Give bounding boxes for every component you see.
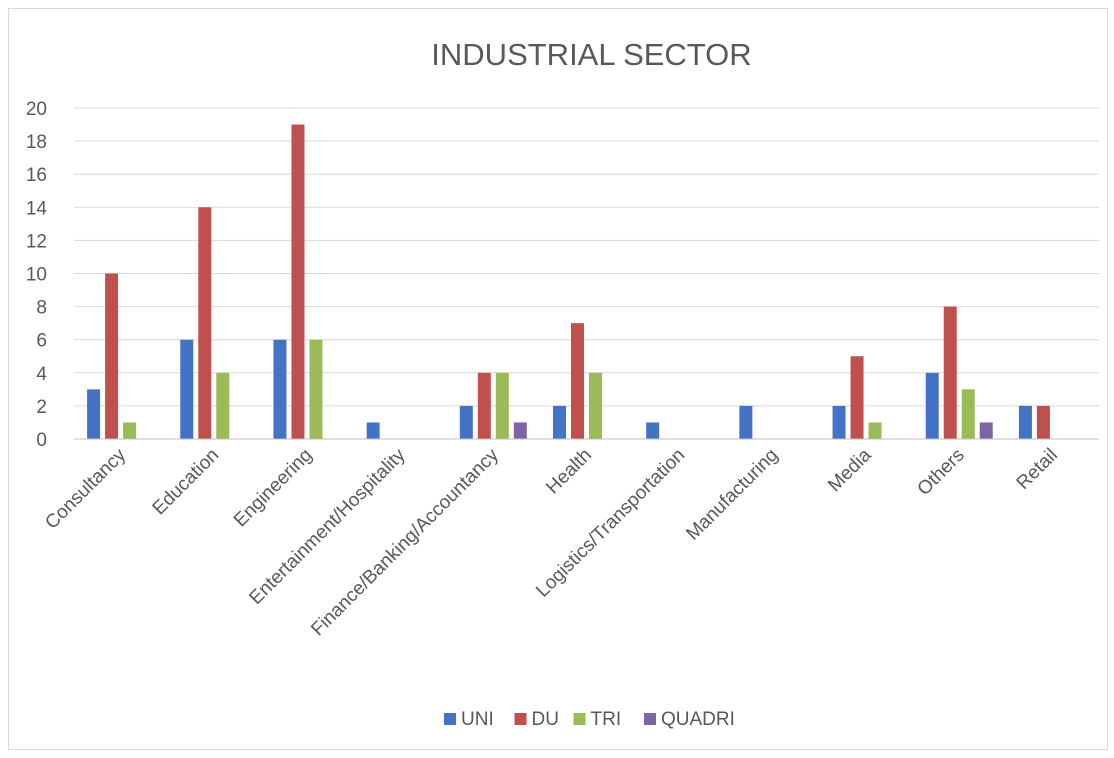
x-tick-label: Media [824, 444, 876, 496]
bar-du [198, 207, 212, 439]
legend-swatch-uni [444, 713, 456, 725]
bar-tri [868, 422, 882, 439]
y-tick-label: 14 [26, 198, 48, 219]
x-tick-label: Finance/Banking/Accountancy [307, 444, 503, 640]
bar-uni [87, 389, 101, 439]
bar-du [1036, 405, 1050, 439]
bar-tri [495, 372, 509, 439]
bar-du [291, 124, 305, 440]
y-tick-label: 0 [36, 430, 47, 451]
x-tick-label: Education [149, 445, 224, 520]
y-tick-label: 12 [26, 231, 47, 252]
bar-tri [216, 372, 230, 439]
legend-label: DU [532, 709, 559, 730]
chart-area: INDUSTRIAL SECTOR 0 2 4 6 8 10 12 14 16 18 20 Cons… [8, 8, 1108, 750]
bar-uni [366, 422, 380, 439]
bar-tri [589, 372, 602, 439]
x-tick-label: Health [542, 445, 596, 499]
legend-swatch-quadri [644, 713, 656, 725]
y-tick-label: 6 [36, 331, 47, 352]
legend: UNI DU TRI QUADRI [444, 709, 735, 730]
y-tick-label: 2 [36, 397, 47, 418]
x-tick-label: Manufacturing [682, 445, 782, 545]
bar-quadri [513, 422, 527, 439]
legend-label: UNI [461, 709, 494, 730]
bar-tri [123, 422, 137, 439]
y-tick-label: 18 [26, 132, 47, 153]
bar-uni [553, 405, 566, 439]
x-tick-label: Consultancy [41, 444, 130, 533]
chart-title: INDUSTRIAL SECTOR [431, 37, 751, 72]
bar-uni [180, 339, 194, 439]
y-tick-label: 16 [26, 165, 47, 186]
x-tick-label: Retail [1013, 445, 1062, 494]
x-tick-label: Logistics/Transportation [532, 445, 689, 602]
bar-uni [646, 422, 660, 439]
x-tick-label: Engineering [230, 445, 317, 532]
legend-label: TRI [591, 709, 622, 730]
y-axis-ticks: 0 2 4 6 8 10 12 14 16 18 20 [26, 99, 48, 451]
x-axis-ticks: Consultancy Education EngineeringEntertain… [41, 444, 1062, 640]
legend-swatch-tri [573, 713, 586, 725]
legend-swatch-du [514, 713, 527, 725]
x-tick-label: Entertainment/Hospitality [245, 444, 410, 609]
bar-quadri [979, 422, 993, 439]
bar-du [850, 356, 864, 439]
x-tick-label: Others [914, 445, 969, 500]
bar-uni [459, 405, 473, 439]
bar-chart: INDUSTRIAL SECTOR 0 2 4 6 8 10 12 14 16 18 20 Cons… [26, 37, 1099, 730]
y-tick-label: 4 [36, 364, 47, 385]
bar-uni [273, 339, 287, 439]
bar-uni [1018, 405, 1032, 439]
bar-du [943, 306, 957, 439]
bar-tri [961, 389, 975, 439]
y-tick-label: 8 [36, 298, 47, 319]
bar-tri [309, 339, 323, 439]
bar-du [571, 323, 584, 439]
y-tick-label: 20 [26, 99, 47, 120]
bar-du [477, 372, 491, 439]
legend-label: QUADRI [661, 709, 735, 730]
bar-uni [925, 372, 939, 439]
gridlines [74, 107, 1099, 407]
y-tick-label: 10 [26, 265, 47, 286]
bar-uni [832, 405, 846, 439]
bar-du [105, 273, 119, 439]
bar-uni [739, 405, 753, 439]
bars [87, 124, 1050, 440]
